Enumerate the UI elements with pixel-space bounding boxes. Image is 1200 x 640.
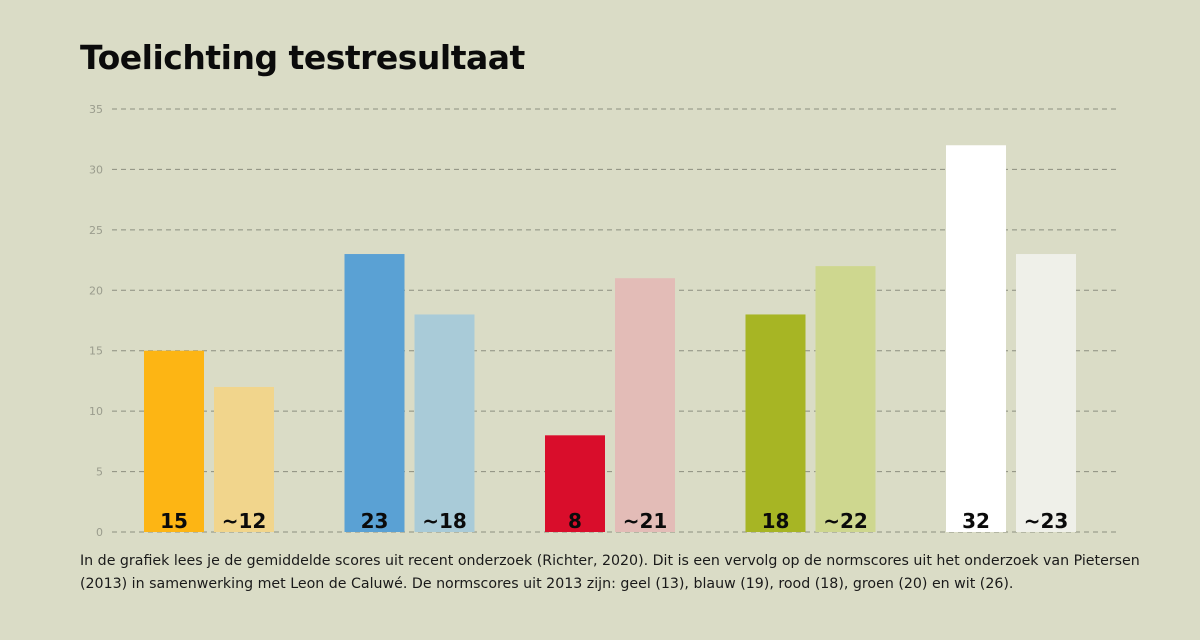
bar-value-label: ~12 xyxy=(222,509,267,533)
y-tick-label: 25 xyxy=(89,224,103,237)
bar-value-label: 23 xyxy=(361,509,389,533)
y-tick-label: 10 xyxy=(89,405,103,418)
bar-groen-score xyxy=(745,314,806,532)
chart-caption: In de grafiek lees je de gemiddelde scor… xyxy=(80,553,1140,592)
bar-value-label: 18 xyxy=(762,509,790,533)
bar-wit-compare xyxy=(1016,254,1076,532)
bar-value-label: 8 xyxy=(568,509,582,533)
bar-value-label: ~21 xyxy=(623,509,668,533)
y-tick-label: 5 xyxy=(96,466,103,479)
y-tick-label: 0 xyxy=(96,526,103,539)
bar-value-label: 15 xyxy=(160,509,188,533)
bar-rood-score xyxy=(545,435,605,532)
bar-value-label: 32 xyxy=(962,509,990,533)
bar-value-label: ~22 xyxy=(823,509,868,533)
bar-groen-compare xyxy=(815,266,876,532)
bar-blauw-compare xyxy=(414,314,475,532)
bar-wit-score xyxy=(946,145,1006,532)
y-tick-label: 30 xyxy=(89,163,103,176)
y-tick-label: 20 xyxy=(89,284,103,297)
page-title: Toelichting testresultaat xyxy=(80,38,525,77)
bar-chart: 0 5 10 15 20 25 30 35 15 ~12 23 ~18 8 ~21 18 ~22 32 ~23 xyxy=(89,103,1118,539)
bar-value-label: ~18 xyxy=(422,509,467,533)
bar-geel-compare xyxy=(214,386,274,532)
bar-rood-compare xyxy=(615,278,675,532)
y-tick-label: 35 xyxy=(89,103,103,116)
bar-labels: 15 ~12 23 ~18 8 ~21 18 ~22 32 ~23 xyxy=(160,509,1068,533)
bars xyxy=(144,145,1076,532)
bar-blauw-score xyxy=(344,254,405,532)
y-axis-ticks: 0 5 10 15 20 25 30 35 xyxy=(89,103,103,539)
bar-geel-score xyxy=(144,350,204,532)
y-tick-label: 15 xyxy=(89,345,103,358)
bar-value-label: ~23 xyxy=(1024,509,1069,533)
